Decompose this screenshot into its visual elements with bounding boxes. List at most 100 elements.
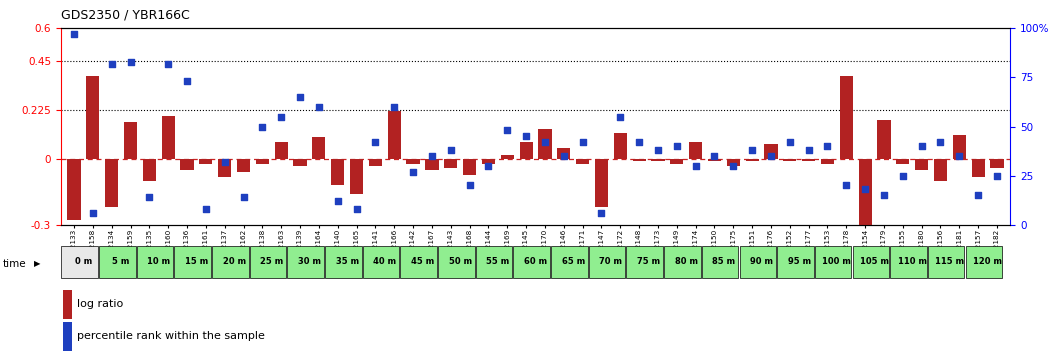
Point bbox=[838, 183, 855, 188]
Bar bbox=[363, 246, 400, 278]
Point bbox=[555, 153, 572, 159]
Point bbox=[462, 183, 478, 188]
Text: 45 m: 45 m bbox=[411, 257, 434, 266]
Point bbox=[122, 59, 138, 64]
Bar bbox=[199, 159, 213, 164]
Bar bbox=[62, 246, 98, 278]
Bar bbox=[928, 246, 964, 278]
Bar bbox=[218, 159, 232, 177]
Point bbox=[443, 147, 459, 153]
Point bbox=[329, 198, 346, 204]
Bar bbox=[275, 142, 287, 159]
Point bbox=[630, 139, 647, 145]
Point bbox=[819, 143, 836, 149]
Bar bbox=[99, 246, 135, 278]
Point bbox=[66, 32, 83, 37]
Point bbox=[348, 206, 365, 212]
Point bbox=[386, 104, 403, 110]
Text: 10 m: 10 m bbox=[147, 257, 170, 266]
Bar bbox=[212, 246, 249, 278]
Bar bbox=[821, 159, 834, 164]
Bar bbox=[746, 159, 758, 161]
Bar bbox=[425, 159, 438, 170]
Point bbox=[593, 210, 609, 216]
Bar bbox=[481, 159, 495, 164]
Text: 15 m: 15 m bbox=[185, 257, 208, 266]
Text: 95 m: 95 m bbox=[788, 257, 811, 266]
Point bbox=[424, 153, 441, 159]
Bar bbox=[287, 246, 324, 278]
Point bbox=[103, 61, 120, 67]
Bar bbox=[614, 133, 627, 159]
Text: log ratio: log ratio bbox=[78, 299, 124, 309]
Bar bbox=[313, 137, 325, 159]
Bar bbox=[784, 159, 796, 161]
Point bbox=[744, 147, 761, 153]
Text: 65 m: 65 m bbox=[561, 257, 584, 266]
Bar bbox=[689, 142, 702, 159]
Bar bbox=[702, 246, 738, 278]
Bar bbox=[476, 246, 512, 278]
Bar bbox=[839, 76, 853, 159]
Bar bbox=[294, 159, 306, 166]
Text: percentile rank within the sample: percentile rank within the sample bbox=[78, 331, 265, 341]
Text: 115 m: 115 m bbox=[936, 257, 964, 266]
Text: 50 m: 50 m bbox=[449, 257, 472, 266]
Bar bbox=[406, 159, 420, 164]
Bar bbox=[765, 144, 777, 159]
Text: 40 m: 40 m bbox=[373, 257, 397, 266]
Point bbox=[800, 147, 817, 153]
Bar bbox=[237, 159, 250, 172]
Bar bbox=[708, 159, 721, 161]
Bar bbox=[538, 129, 552, 159]
Bar bbox=[557, 148, 571, 159]
Text: 20 m: 20 m bbox=[222, 257, 245, 266]
Bar bbox=[670, 159, 683, 164]
Bar bbox=[401, 246, 437, 278]
Bar bbox=[63, 322, 72, 351]
Point bbox=[197, 206, 214, 212]
Bar bbox=[143, 159, 156, 181]
Point bbox=[763, 153, 779, 159]
Bar bbox=[174, 246, 211, 278]
Bar bbox=[500, 155, 514, 159]
Bar bbox=[626, 246, 663, 278]
Bar bbox=[802, 159, 815, 161]
Bar bbox=[325, 246, 362, 278]
Point bbox=[876, 193, 893, 198]
Bar bbox=[519, 142, 533, 159]
Point bbox=[895, 173, 912, 178]
Bar bbox=[331, 159, 344, 185]
Point bbox=[668, 143, 685, 149]
Bar bbox=[444, 159, 457, 168]
Bar bbox=[853, 246, 890, 278]
Bar bbox=[513, 246, 550, 278]
Text: time: time bbox=[3, 259, 27, 269]
Bar bbox=[965, 246, 1002, 278]
Text: 100 m: 100 m bbox=[822, 257, 852, 266]
Bar bbox=[162, 116, 175, 159]
Point bbox=[612, 114, 628, 120]
Bar bbox=[877, 120, 891, 159]
Bar bbox=[388, 111, 401, 159]
Bar bbox=[463, 159, 476, 175]
Text: 120 m: 120 m bbox=[973, 257, 1002, 266]
Bar bbox=[438, 246, 475, 278]
Bar bbox=[67, 159, 81, 221]
Text: 55 m: 55 m bbox=[487, 257, 510, 266]
Point bbox=[85, 210, 102, 216]
Bar bbox=[934, 159, 947, 181]
Point bbox=[216, 159, 233, 165]
Point bbox=[235, 194, 252, 200]
Bar bbox=[990, 159, 1004, 168]
Bar bbox=[727, 159, 740, 166]
Bar bbox=[651, 159, 665, 161]
Bar bbox=[369, 159, 382, 166]
Point bbox=[649, 147, 666, 153]
Point bbox=[574, 139, 591, 145]
Bar bbox=[588, 246, 625, 278]
Bar bbox=[350, 159, 363, 194]
Bar bbox=[858, 159, 872, 236]
Point bbox=[518, 133, 535, 139]
Bar bbox=[896, 159, 909, 164]
